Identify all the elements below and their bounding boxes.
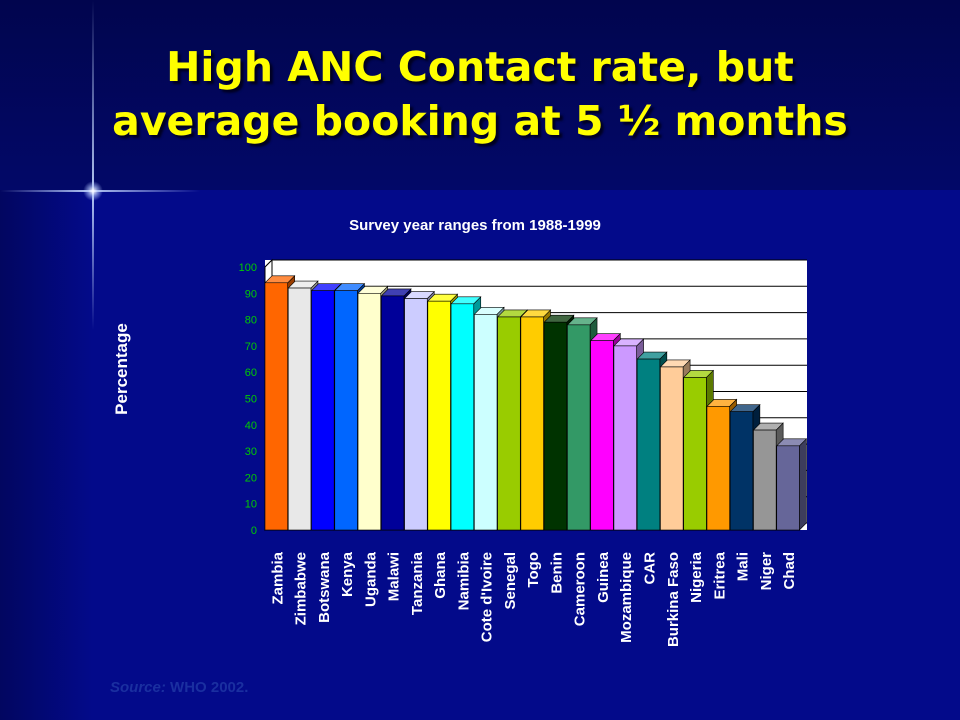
x-tick-label: Nigeria (688, 551, 705, 603)
x-tick-label: Kenya (339, 551, 356, 597)
bar (776, 445, 800, 531)
bar (660, 366, 684, 531)
bar (590, 340, 614, 531)
bar (357, 292, 382, 531)
x-tick-label: Benin (548, 552, 565, 594)
bar (543, 321, 568, 531)
x-tick-label: Uganda (362, 551, 379, 607)
x-tick-label: Zimbabwe (293, 552, 310, 625)
bar (683, 377, 707, 531)
x-tick-label: Zambia (269, 551, 286, 604)
x-tick-label: Guinea (595, 551, 612, 603)
x-tick-label: Namibia (455, 551, 472, 610)
x-tick-label: Mozambique (618, 552, 635, 643)
x-tick-label: Cote d'Ivoire (479, 552, 496, 642)
x-tick-label: Ghana (432, 551, 449, 598)
x-tick-label: Senegal (502, 552, 519, 610)
y-tick-label: 80 (245, 315, 257, 327)
slide-title: High ANC Contact rate, but average booki… (60, 40, 900, 148)
source-label: Source: (110, 679, 166, 696)
x-tick-label: Chad (781, 552, 798, 590)
bar (311, 290, 335, 531)
bar (706, 406, 730, 531)
bar (334, 290, 358, 531)
title-line-2: average booking at 5 ½ months (112, 97, 848, 145)
bar (729, 411, 754, 531)
y-tick-label: 100 (239, 262, 257, 274)
bar (520, 316, 544, 531)
bar (450, 303, 475, 531)
bar (567, 324, 591, 531)
bar (753, 429, 777, 531)
title-line-1: High ANC Contact rate, but (166, 43, 794, 91)
x-tick-label: Eritrea (711, 551, 728, 599)
light-flare-vertical (92, 0, 94, 330)
y-tick-label: 10 (245, 499, 257, 511)
light-flare-center (83, 181, 103, 201)
y-tick-label: 0 (251, 525, 257, 537)
y-tick-label: 40 (245, 420, 257, 432)
x-tick-label: Burkina Faso (665, 552, 682, 647)
y-tick-label: 70 (245, 341, 257, 353)
y-tick-label: 50 (245, 394, 257, 406)
chart-title: Survey year ranges from 1988-1999 (349, 217, 601, 234)
x-tick-label: CAR (642, 552, 659, 585)
x-tick-label: Togo (525, 552, 542, 588)
y-tick-label: 30 (245, 446, 257, 458)
bar (613, 345, 637, 531)
x-tick-label: Cameroon (572, 552, 589, 626)
x-tick-label: Niger (758, 552, 775, 591)
x-tick-label: Tanzania (409, 551, 426, 615)
y-tick-label: 60 (245, 367, 257, 379)
bar (264, 282, 288, 531)
bar (287, 287, 312, 531)
bar (497, 316, 521, 531)
bar (404, 298, 428, 531)
source-note: Source: WHO 2002. (110, 679, 248, 696)
title-band (0, 0, 960, 190)
x-tick-label: Mali (735, 552, 752, 581)
bar (427, 300, 451, 531)
y-tick-label: 20 (245, 472, 257, 484)
y-tick-label: 90 (245, 288, 257, 300)
bar (381, 295, 405, 531)
bar (636, 358, 661, 531)
x-tick-label: Botswana (316, 551, 333, 623)
bar (474, 314, 498, 531)
source-text: WHO 2002. (170, 679, 249, 696)
x-tick-label: Malawi (386, 552, 403, 601)
bar-side (799, 438, 807, 531)
